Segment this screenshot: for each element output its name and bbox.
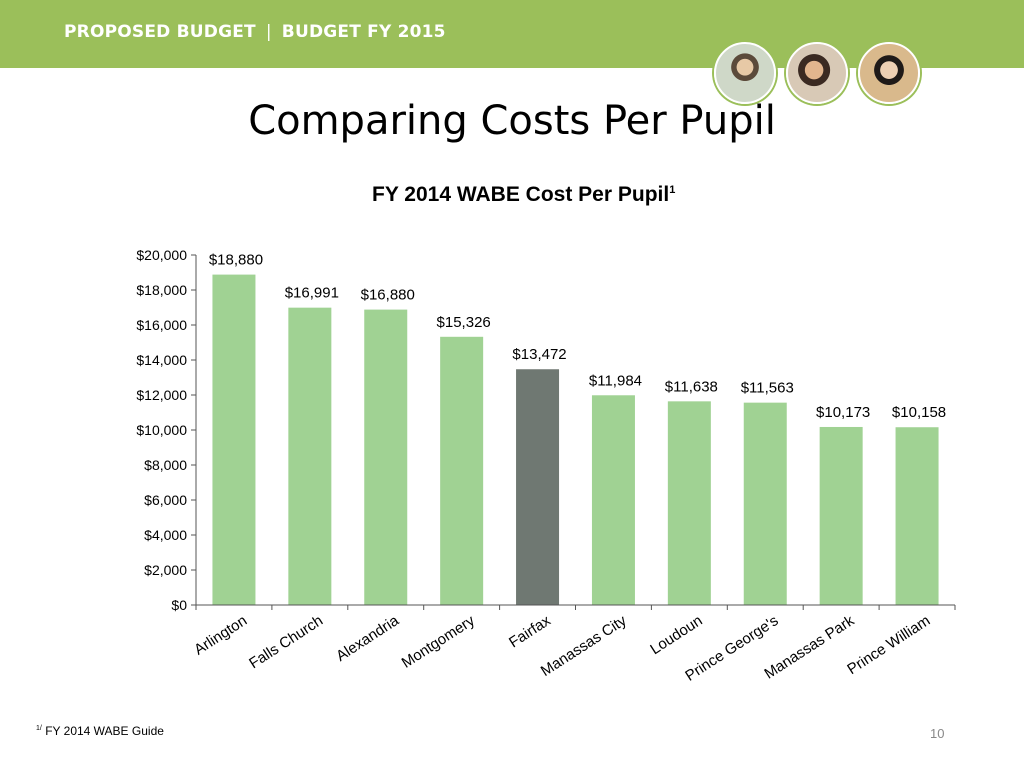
data-label: $11,984	[589, 372, 642, 389]
bar	[743, 402, 787, 605]
footnote-marker: 1/	[36, 725, 42, 732]
data-label: $11,638	[665, 378, 718, 395]
x-tick-label: Loudoun	[647, 612, 705, 658]
y-tick-label: $16,000	[136, 317, 187, 333]
y-tick-label: $12,000	[136, 387, 187, 403]
y-tick-label: $10,000	[136, 422, 187, 438]
data-label: $10,158	[892, 404, 946, 421]
chart-title-text: FY 2014 WABE Cost Per Pupil	[372, 183, 670, 206]
student-photo-3	[858, 42, 920, 104]
data-label: $15,326	[437, 314, 491, 331]
y-tick-label: $18,000	[136, 282, 187, 298]
y-tick-label: $14,000	[136, 352, 187, 368]
data-label: $16,880	[361, 287, 415, 304]
y-tick-label: $2,000	[144, 562, 187, 578]
x-tick-label: Arlington	[191, 612, 250, 659]
bar	[895, 427, 939, 605]
bar	[364, 309, 408, 605]
bar	[440, 336, 484, 605]
header-separator: |	[265, 22, 272, 42]
student-photo-2	[786, 42, 848, 104]
bar	[667, 401, 711, 605]
bar	[212, 274, 256, 605]
y-tick-label: $4,000	[144, 527, 187, 543]
data-label: $13,472	[512, 346, 566, 363]
header-title: PROPOSED BUDGET | BUDGET FY 2015	[64, 22, 446, 42]
y-tick-label: $20,000	[136, 247, 187, 263]
x-tick-label: Manassas City	[538, 612, 630, 680]
header-banner: PROPOSED BUDGET | BUDGET FY 2015	[0, 0, 1024, 68]
header-right-label: BUDGET FY 2015	[281, 22, 446, 42]
x-tick-label: Prince William	[844, 612, 933, 678]
footnote-text: FY 2014 WABE Guide	[45, 724, 164, 738]
y-tick-label: $8,000	[144, 457, 187, 473]
x-tick-label: Alexandria	[333, 612, 402, 665]
student-photo-1	[714, 42, 776, 104]
chart-title: FY 2014 WABE Cost Per Pupil1	[372, 183, 675, 207]
page-number: 10	[930, 726, 945, 741]
slide-title: Comparing Costs Per Pupil	[248, 98, 776, 144]
data-label: $16,991	[285, 285, 339, 302]
header-left-label: PROPOSED BUDGET	[64, 22, 256, 42]
y-tick-label: $0	[171, 597, 187, 613]
x-tick-label: Falls Church	[246, 612, 326, 672]
y-tick-label: $6,000	[144, 492, 187, 508]
bar	[591, 395, 635, 605]
chart-title-superscript: 1	[669, 184, 676, 196]
footnote: 1/ FY 2014 WABE Guide	[36, 724, 164, 738]
data-label: $11,563	[741, 380, 794, 397]
x-tick-label: Fairfax	[506, 612, 554, 651]
bar	[819, 426, 863, 605]
bar	[288, 307, 332, 605]
bar	[516, 369, 560, 605]
data-label: $10,173	[816, 404, 870, 421]
x-tick-label: Montgomery	[399, 612, 479, 672]
data-label: $18,880	[209, 252, 263, 269]
